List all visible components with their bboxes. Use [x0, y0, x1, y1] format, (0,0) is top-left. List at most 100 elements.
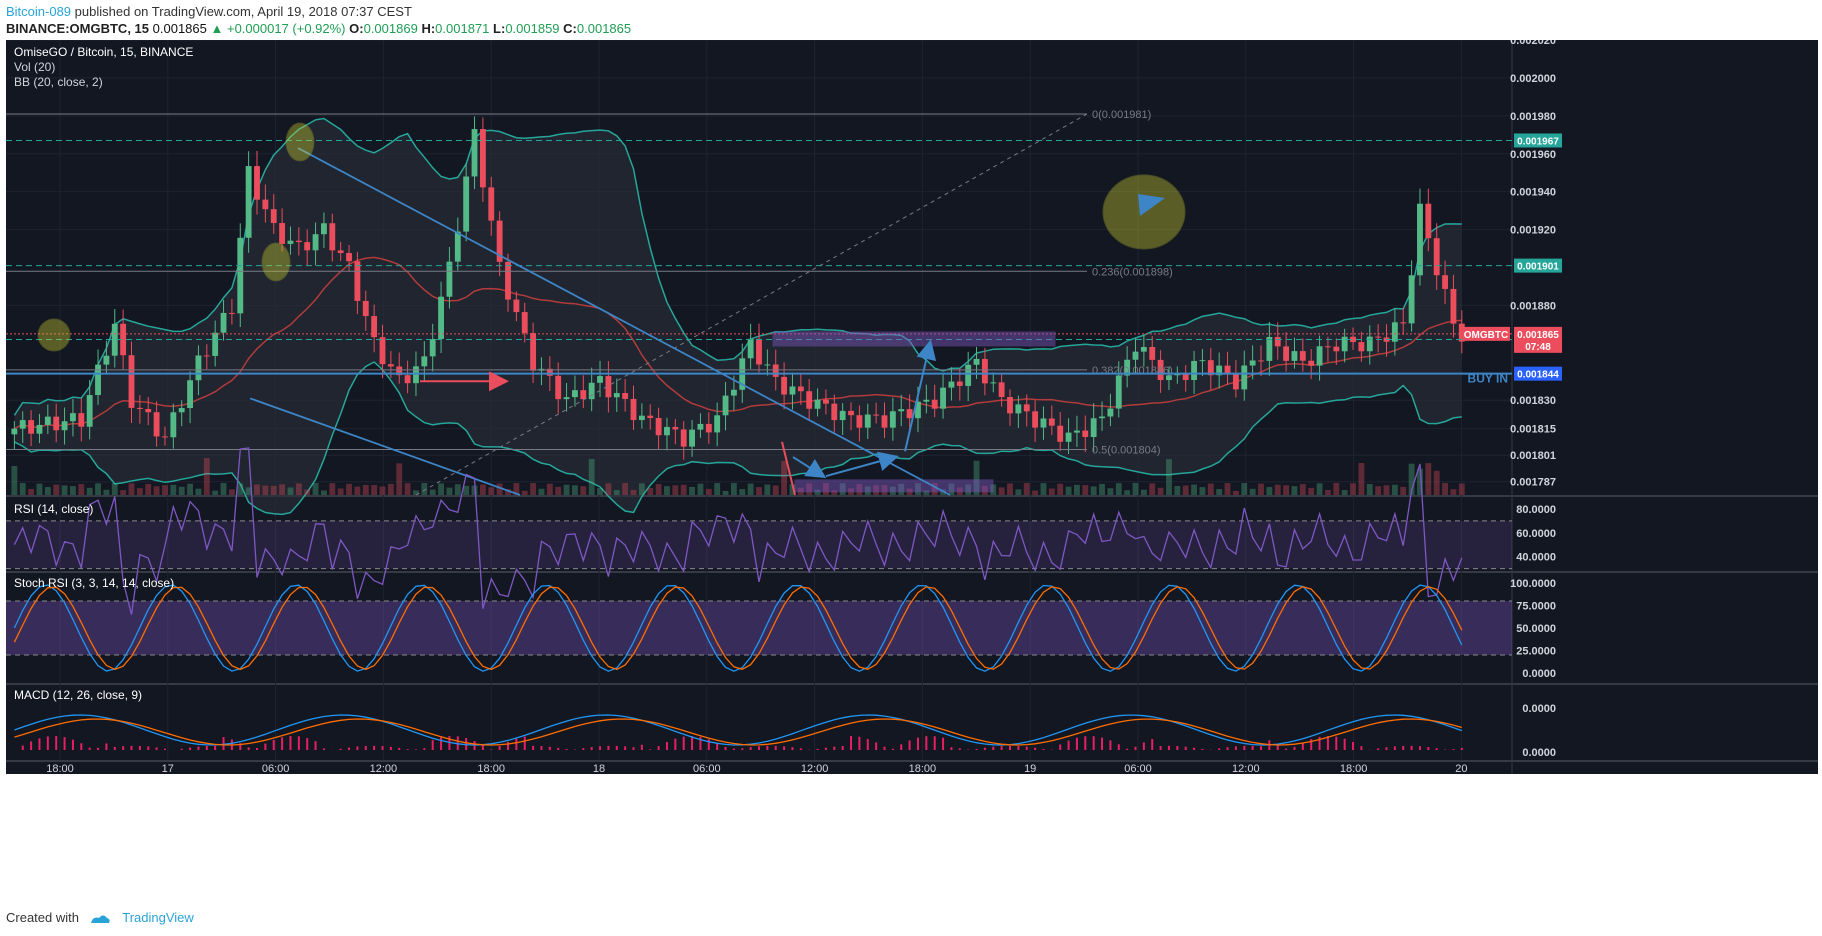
volume-bar [337, 488, 344, 495]
rsi-label: RSI (14, close) [14, 502, 93, 516]
macd-histogram-bar [707, 739, 710, 750]
volume-bar [446, 487, 453, 495]
x-tick-label: 20 [1455, 763, 1467, 775]
y-tick-label: 0.001801 [1510, 450, 1556, 462]
volume-bar [279, 484, 286, 495]
macd-histogram-bar [607, 745, 610, 750]
y-tick-label: 0.001960 [1510, 149, 1556, 161]
volume-bar [1232, 490, 1239, 495]
volume-bar [1207, 483, 1214, 495]
candle-body [1341, 336, 1348, 352]
candle-body [563, 397, 570, 400]
candle-body [1015, 404, 1022, 414]
rsi-tick-label: 80.0000 [1516, 504, 1556, 516]
macd-histogram-bar [599, 746, 602, 750]
volume-bar [11, 466, 18, 495]
author-link[interactable]: Bitcoin-089 [6, 4, 72, 19]
macd-histogram-bar [281, 737, 284, 750]
candle-body [270, 209, 277, 224]
volume-bar [739, 489, 746, 495]
volume-bar [1291, 486, 1298, 495]
y-tick-label: 0.001787 [1510, 477, 1556, 489]
volume-bar [814, 489, 821, 495]
macd-histogram-bar [264, 743, 267, 750]
macd-histogram-bar [1134, 746, 1137, 750]
tradingview-link[interactable]: TradingView [122, 910, 194, 925]
macd-histogram-bar [766, 745, 769, 750]
volume-bar [1015, 489, 1022, 495]
macd-histogram-bar [816, 748, 819, 750]
volume-bar [1199, 487, 1206, 495]
macd-histogram-bar [916, 737, 919, 750]
macd-histogram-bar [1042, 748, 1045, 750]
volume-bar [881, 484, 888, 495]
macd-label: MACD (12, 26, close, 9) [14, 688, 142, 702]
candle-body [1316, 346, 1323, 366]
macd-histogram-bar [373, 745, 376, 750]
volume-bar [1132, 483, 1139, 495]
macd-histogram-bar [222, 737, 225, 750]
candle-body [304, 242, 311, 251]
candle-body [279, 223, 286, 244]
volume-bar [664, 486, 670, 495]
volume-bar [195, 488, 202, 495]
chart-canvas[interactable]: 18:00 17 06:00 12:00 18:00 18 06:00 12:00 18:00 1… [0, 40, 1822, 902]
candle-body [228, 312, 235, 314]
candle-body [956, 381, 963, 386]
volume-bar [396, 463, 403, 495]
volume-bar [1241, 483, 1248, 495]
volume-bar [321, 490, 327, 495]
volume-bar [714, 483, 721, 495]
volume-bar [889, 486, 896, 495]
candle-body [421, 356, 428, 367]
macd-histogram-bar [256, 747, 258, 750]
candle-body [580, 390, 587, 400]
candle-body [463, 176, 470, 232]
volume-bar [170, 484, 177, 495]
stoch-tick-label: 100.0000 [1510, 578, 1556, 590]
volume-bar [638, 483, 645, 495]
candle-body [864, 414, 871, 428]
macd-histogram-bar [1293, 746, 1296, 750]
candle-body [1132, 351, 1139, 360]
volume-bar [906, 488, 913, 495]
candle-body [1216, 365, 1223, 376]
macd-histogram-bar [1226, 747, 1229, 750]
candle-body [496, 220, 503, 262]
volume-bar [387, 483, 394, 495]
candle-body [488, 187, 495, 221]
macd-histogram-bar [749, 747, 752, 750]
volume-bar [454, 484, 461, 495]
macd-histogram-bar [356, 746, 359, 750]
candle-body [856, 415, 863, 428]
volume-bar [203, 458, 210, 495]
macd-histogram-bar [615, 745, 618, 750]
candle-body [831, 403, 838, 421]
candle-body [429, 338, 436, 357]
volume-bar [1048, 488, 1055, 495]
macd-histogram-bar [1092, 736, 1095, 750]
volume-bar [647, 487, 654, 495]
candle-body [53, 416, 60, 431]
volume-bar [78, 484, 85, 495]
macd-histogram-bar [1301, 742, 1304, 750]
macd-histogram-bar [1000, 746, 1003, 750]
macd-histogram-bar [1410, 745, 1413, 750]
volume-bar [873, 485, 880, 495]
volume-bar [981, 485, 988, 495]
rsi-tick-label: 40.0000 [1516, 552, 1556, 564]
volume-bar [1366, 484, 1373, 495]
macd-histogram-bar [138, 745, 141, 750]
stoch-band [6, 601, 1512, 655]
volume-bar [1216, 489, 1223, 495]
volume-bar [1333, 483, 1340, 495]
volume-bar [831, 490, 838, 495]
macd-histogram-bar [1075, 737, 1078, 750]
macd-histogram-bar [1418, 746, 1421, 750]
macd-histogram-bar [799, 748, 802, 750]
volume-bar [187, 483, 193, 495]
macd-histogram-bar [1218, 748, 1221, 750]
candle-body [195, 355, 202, 381]
indicator-label: Vol (20) [14, 60, 55, 74]
macd-histogram-bar [490, 749, 493, 750]
